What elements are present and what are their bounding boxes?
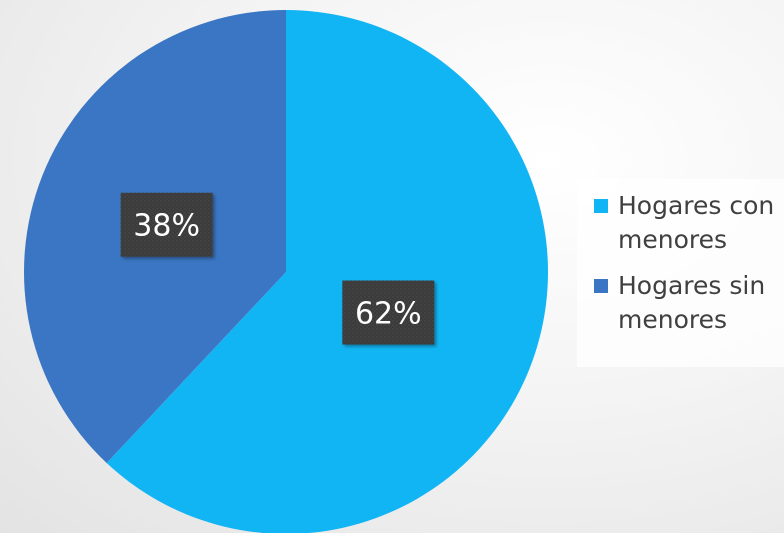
- data-label: 62%: [342, 280, 435, 345]
- legend-swatch: [594, 279, 608, 293]
- data-label-text: 62%: [355, 297, 422, 332]
- chart-legend: Hogares con menores Hogares sin menores: [577, 179, 784, 367]
- legend-swatch: [594, 199, 608, 213]
- data-label-text: 38%: [133, 209, 200, 244]
- legend-item: Hogares con menores: [594, 189, 784, 257]
- data-label: 38%: [120, 192, 213, 257]
- legend-label: Hogares con menores: [618, 191, 775, 254]
- pie-slice: [106, 10, 548, 533]
- data-label-background: [342, 280, 435, 345]
- data-label-background: [120, 192, 213, 257]
- legend-item: Hogares sin menores: [594, 269, 784, 337]
- legend-label: Hogares sin menores: [618, 271, 766, 334]
